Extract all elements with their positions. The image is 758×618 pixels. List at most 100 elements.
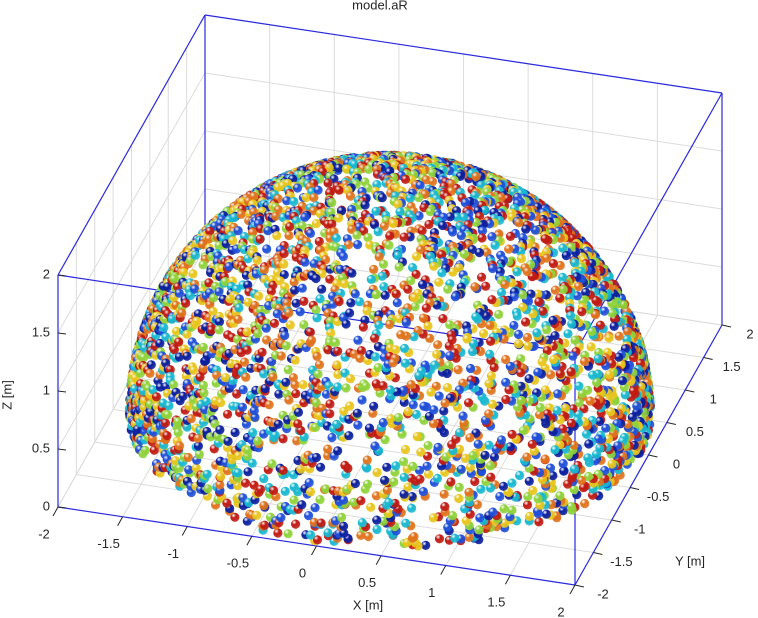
particle — [242, 345, 252, 355]
particle — [325, 399, 335, 409]
particle — [380, 475, 390, 485]
particle — [411, 409, 421, 420]
particle — [474, 525, 484, 535]
particle — [468, 347, 478, 357]
particle — [590, 310, 601, 320]
particle — [344, 431, 354, 441]
particle — [473, 439, 483, 449]
y-tick — [611, 519, 621, 523]
particle — [406, 380, 416, 390]
z-tick-label: 0.5 — [32, 440, 50, 455]
particle — [345, 374, 356, 384]
particle — [604, 333, 614, 343]
y-tick-label: -2 — [597, 586, 609, 601]
particle — [259, 501, 269, 511]
particle — [316, 462, 326, 472]
particle — [324, 163, 334, 173]
particle — [159, 323, 169, 333]
x-tick — [117, 516, 124, 526]
particle — [269, 485, 279, 496]
particle — [228, 236, 238, 246]
particle — [311, 273, 321, 284]
particle — [214, 325, 224, 335]
particle — [284, 230, 294, 241]
particle — [432, 473, 442, 483]
grid-line — [204, 72, 723, 152]
particle — [540, 454, 550, 464]
x-tick-label: 2 — [557, 604, 564, 618]
particle — [355, 297, 365, 307]
particle — [384, 497, 394, 508]
grid-line — [76, 474, 594, 553]
particle — [484, 440, 494, 450]
chart-title: model.aR — [352, 0, 408, 12]
particle — [604, 370, 615, 380]
particle — [371, 290, 381, 300]
particle — [627, 412, 637, 422]
particle — [445, 351, 455, 361]
particle — [370, 333, 380, 343]
particle — [300, 212, 310, 222]
particle — [623, 419, 633, 429]
particle — [337, 512, 347, 523]
particle — [242, 327, 252, 337]
particle — [252, 255, 262, 265]
particle — [434, 534, 445, 544]
particle — [450, 533, 460, 543]
particle — [579, 356, 590, 367]
particle — [309, 193, 319, 203]
particle — [364, 423, 375, 433]
particle — [450, 292, 460, 302]
particle — [472, 500, 482, 510]
particle — [233, 226, 243, 236]
particle — [188, 269, 198, 279]
particle — [591, 449, 602, 459]
particle — [495, 491, 505, 502]
particle — [438, 220, 448, 231]
particle — [148, 385, 158, 395]
particle — [394, 262, 404, 272]
particle — [470, 476, 480, 487]
particle — [585, 396, 595, 406]
particle — [352, 230, 362, 240]
x-tick-label: -1 — [167, 546, 179, 561]
particle — [330, 337, 341, 348]
particle — [464, 487, 474, 497]
particle — [516, 368, 526, 378]
particle — [307, 335, 317, 345]
particle — [372, 524, 382, 535]
particle — [485, 320, 495, 330]
particle — [408, 461, 418, 471]
particle — [160, 418, 171, 428]
particle — [257, 347, 267, 357]
particle — [345, 191, 356, 201]
particle — [392, 298, 402, 308]
particle — [350, 289, 360, 299]
particle — [284, 308, 294, 318]
particle — [465, 433, 475, 443]
particle — [524, 374, 534, 384]
particle — [356, 346, 367, 356]
particle — [426, 387, 436, 397]
particle — [323, 444, 333, 454]
particle — [241, 478, 251, 488]
particle — [512, 267, 522, 277]
particle — [439, 489, 449, 499]
particle — [403, 284, 413, 294]
particle — [256, 484, 266, 494]
particle — [293, 407, 304, 417]
particle — [364, 164, 374, 174]
y-tick-label: 0 — [673, 456, 680, 471]
particle — [396, 330, 406, 340]
x-tick — [311, 545, 317, 556]
particle — [192, 316, 202, 326]
particle — [314, 360, 325, 370]
particle — [363, 479, 373, 489]
particle — [574, 381, 584, 391]
y-tick-label: -1 — [634, 521, 646, 536]
y-tick-label: -0.5 — [647, 489, 669, 504]
particle — [588, 370, 598, 380]
particle — [198, 260, 208, 270]
particle — [382, 462, 392, 472]
particle — [522, 500, 533, 510]
